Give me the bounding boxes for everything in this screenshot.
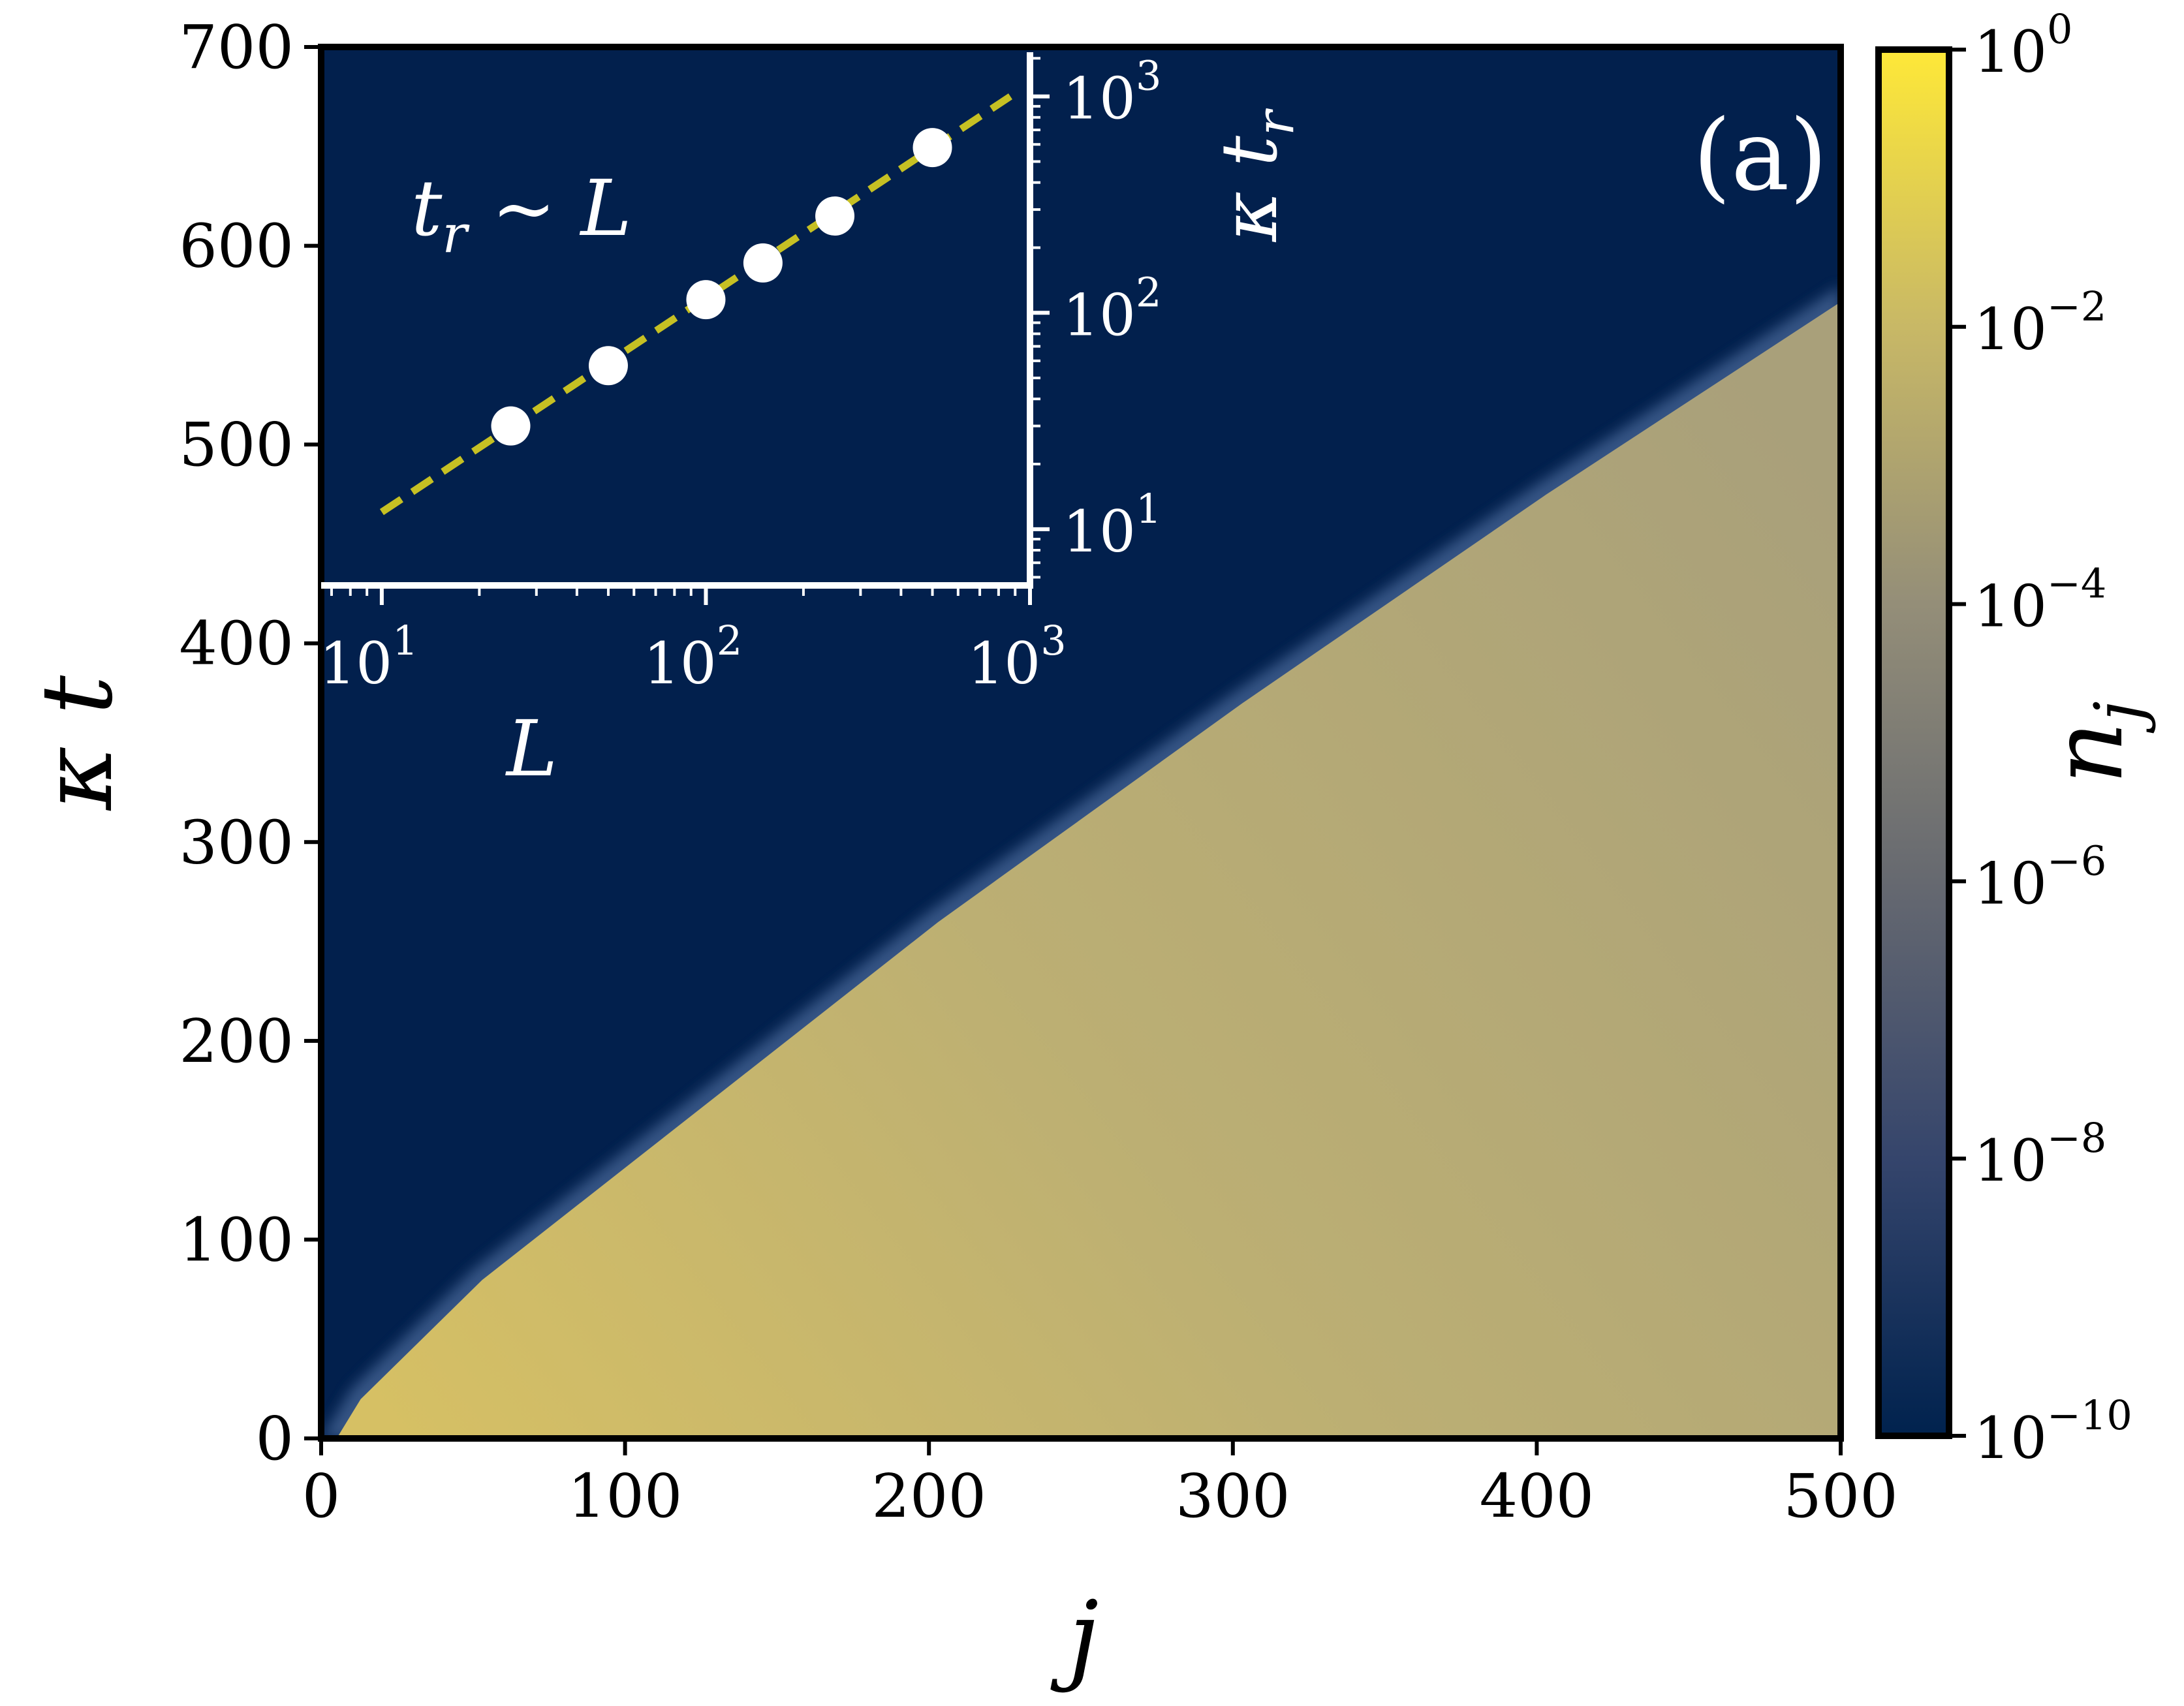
x-axis-ticks: 0 100 200 300 400 500 [302, 1438, 1898, 1531]
x-tick-label: 400 [1480, 1461, 1595, 1531]
x-tick-label: 500 [1783, 1461, 1898, 1531]
main-heatmap: 0 100 200 300 400 500 0100200300400500600700 … [21, 12, 1898, 1694]
inset-y-tick-label: 101 [1063, 485, 1161, 565]
inset-x-title: L [505, 704, 557, 794]
y-axis-ticks: 0 100 200 300 400 500 600 700 [179, 12, 321, 1474]
inset-data-point [913, 128, 952, 168]
inset-x-tick-label: 101 [319, 617, 418, 697]
x-tick-label: 200 [871, 1461, 986, 1531]
inset-annotation: tr ∼ L [411, 163, 632, 264]
y-tick-label: 100 [179, 1205, 294, 1275]
colorbar-title: nj [2031, 701, 2157, 784]
inset-data-point [491, 406, 531, 446]
inset-x-tick-label: 103 [967, 617, 1066, 697]
inset-data-point [743, 243, 783, 283]
colorbar-tick-label: 10−2 [1974, 283, 2106, 363]
heatmap-filled-region [321, 302, 1841, 1438]
y-tick-label: 700 [179, 12, 294, 82]
colorbar-tick-label: 10−4 [1974, 560, 2106, 640]
colorbar-tick-label: 10−6 [1974, 837, 2106, 917]
inset-y-title: κ tr [1204, 108, 1305, 243]
y-tick-label: 400 [179, 609, 294, 679]
inset-data-point [815, 196, 855, 236]
y-tick-label: 300 [179, 807, 294, 877]
inset-y-tick-label: 102 [1063, 268, 1161, 349]
main-frame [318, 44, 1844, 1442]
panel-label: (a) [1693, 99, 1828, 213]
inset-data-point [588, 346, 628, 386]
x-tick-label: 300 [1176, 1461, 1290, 1531]
y-tick-label: 0 [255, 1404, 294, 1474]
colorbar-tick-label: 10−8 [1974, 1114, 2106, 1194]
x-tick-label: 100 [568, 1461, 683, 1531]
y-tick-label: 600 [179, 211, 294, 281]
inset-data-point [686, 280, 726, 320]
x-axis-title: j [1050, 1581, 1099, 1694]
colorbar: 100 10−2 10−4 10−6 10−8 10−10 nj [1875, 5, 2157, 1472]
y-tick-label: 500 [179, 410, 294, 480]
colorbar-gradient [1875, 46, 1952, 1439]
inset-loglog-plot: 101 102 103 101 102 103 tr ∼ L L κ tr [319, 52, 1305, 794]
inset-ticks: 101 102 103 101 102 103 [319, 52, 1161, 697]
inset-points [491, 128, 952, 446]
colorbar-tick-label: 10−10 [1974, 1391, 2132, 1472]
inset-y-tick-label: 103 [1063, 52, 1161, 132]
y-tick-label: 200 [179, 1006, 294, 1076]
colorbar-ticks: 100 10−2 10−4 10−6 10−8 10−10 [1949, 5, 2132, 1472]
x-tick-label: 0 [302, 1461, 341, 1531]
colorbar-tick-label: 100 [1974, 5, 2072, 85]
y-axis-title: κ t [21, 675, 134, 811]
inset-x-tick-label: 102 [644, 617, 742, 697]
